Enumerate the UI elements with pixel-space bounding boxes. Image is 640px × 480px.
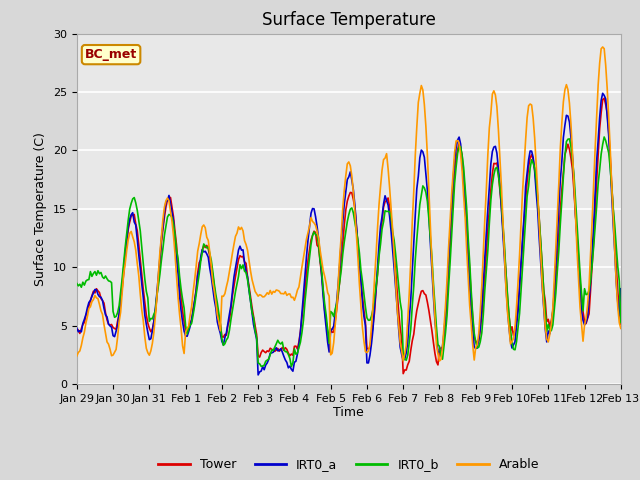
Y-axis label: Surface Temperature (C): Surface Temperature (C) [35, 132, 47, 286]
Legend: Tower, IRT0_a, IRT0_b, Arable: Tower, IRT0_a, IRT0_b, Arable [154, 453, 544, 476]
Text: BC_met: BC_met [85, 48, 137, 61]
X-axis label: Time: Time [333, 407, 364, 420]
Title: Surface Temperature: Surface Temperature [262, 11, 436, 29]
